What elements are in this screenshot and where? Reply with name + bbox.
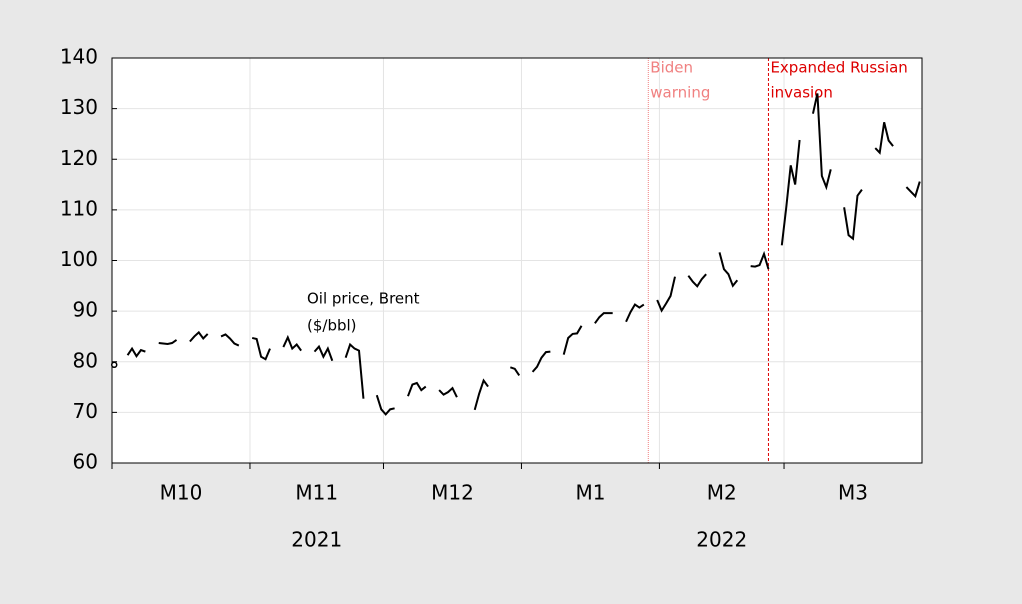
- event-label: Expanded Russian: [770, 59, 907, 77]
- plot-frame: [111, 57, 923, 464]
- data-line: [473, 378, 489, 411]
- data-line: [625, 303, 645, 323]
- data-line: [718, 252, 739, 288]
- x-tick-label: M12: [431, 481, 474, 505]
- data-line: [282, 334, 302, 352]
- year-label: 2021: [291, 528, 342, 552]
- y-tick-label: 90: [73, 298, 98, 322]
- data-line: [189, 330, 209, 343]
- data-line: [843, 189, 863, 241]
- data-line: [905, 181, 921, 199]
- data-line: [811, 93, 832, 191]
- y-tick-label: 100: [60, 247, 98, 271]
- series-annotation: ($/bbl): [307, 317, 357, 335]
- data-line: [656, 276, 676, 313]
- y-tick-label: 80: [73, 348, 98, 372]
- data-line: [438, 386, 458, 398]
- data-line: [220, 333, 240, 347]
- x-tick-label: M11: [295, 481, 338, 505]
- data-line: [562, 325, 583, 355]
- y-tick-label: 130: [60, 95, 98, 119]
- data-line: [158, 339, 178, 346]
- data-line: [874, 122, 894, 155]
- y-tick-label: 70: [73, 399, 98, 423]
- x-tick-label: M2: [707, 481, 737, 505]
- data-line: [509, 366, 521, 376]
- y-tick-label: 110: [60, 196, 98, 220]
- year-label: 2022: [696, 528, 747, 552]
- y-tick-label: 140: [60, 45, 98, 69]
- data-line: [407, 381, 427, 397]
- y-tick-label: 120: [60, 146, 98, 170]
- event-label: warning: [650, 84, 710, 102]
- data-line: [594, 312, 613, 324]
- x-tick-label: M3: [838, 481, 868, 505]
- x-tick-label: M1: [575, 481, 605, 505]
- series-annotation: Oil price, Brent: [307, 290, 420, 308]
- data-line: [344, 342, 365, 399]
- data-line: [780, 139, 801, 246]
- y-tick-label: 60: [73, 450, 98, 474]
- data-line: [313, 344, 334, 362]
- data-line: [687, 273, 707, 288]
- event-label: invasion: [770, 84, 832, 102]
- data-line: [251, 336, 271, 361]
- data-line: [750, 250, 770, 270]
- x-tick-label: M10: [160, 481, 203, 505]
- event-label: Biden: [650, 59, 693, 77]
- data-line: [126, 346, 146, 358]
- data-line: [375, 394, 395, 416]
- data-line: [531, 350, 551, 373]
